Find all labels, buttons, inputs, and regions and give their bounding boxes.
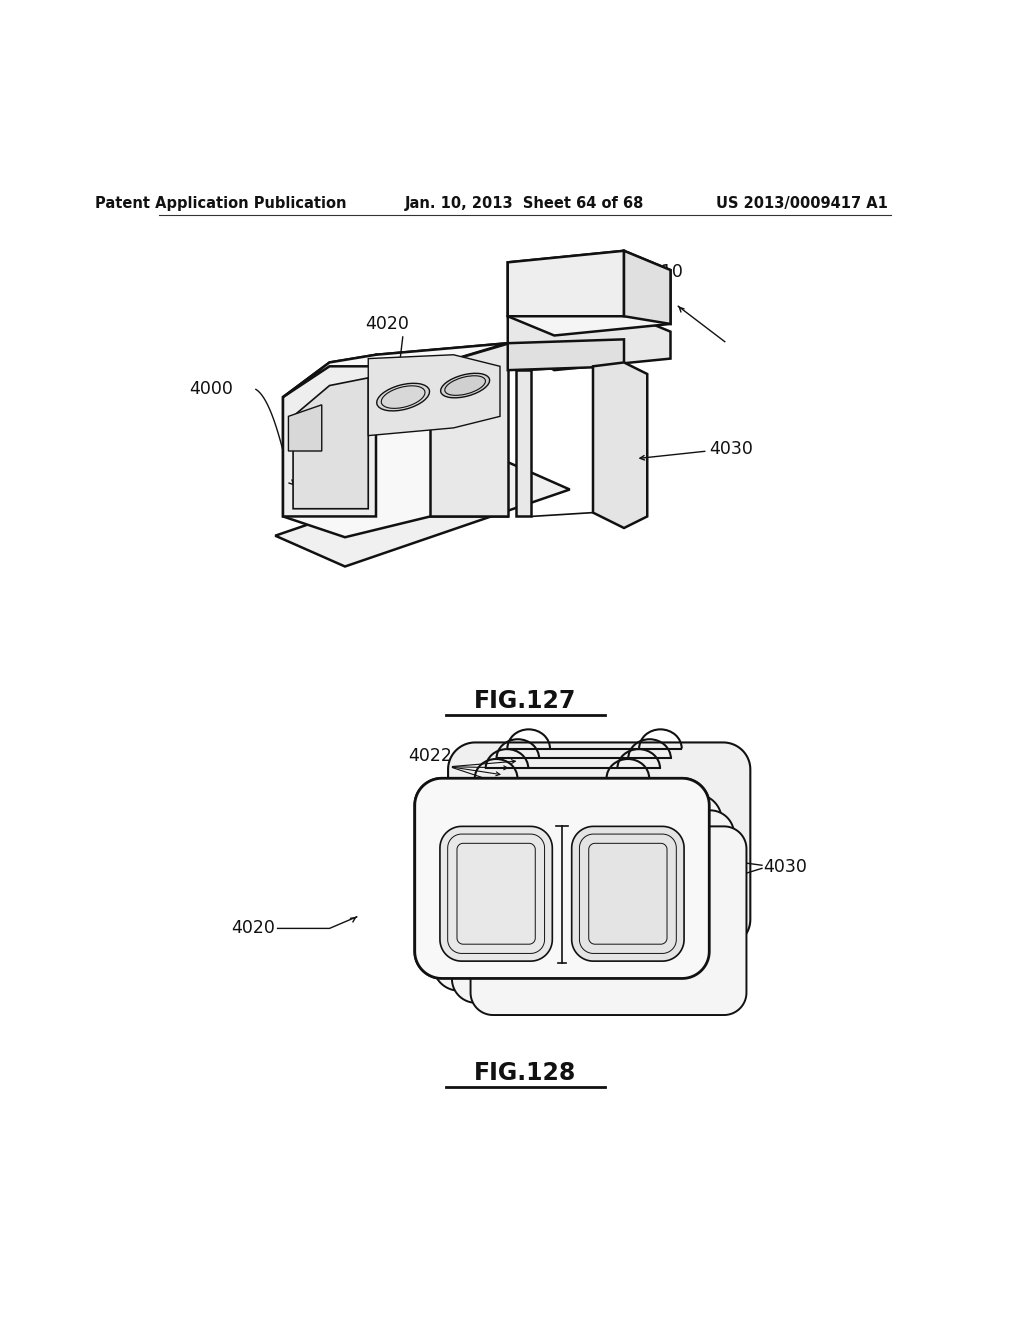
Text: FIG.128: FIG.128 xyxy=(474,1061,575,1085)
Polygon shape xyxy=(508,313,671,370)
Text: 4010: 4010 xyxy=(640,264,683,281)
Text: US 2013/0009417 A1: US 2013/0009417 A1 xyxy=(717,195,888,211)
Polygon shape xyxy=(275,459,569,566)
Polygon shape xyxy=(508,339,624,370)
Polygon shape xyxy=(430,343,508,516)
Polygon shape xyxy=(283,355,376,516)
Polygon shape xyxy=(415,779,710,978)
Polygon shape xyxy=(508,251,671,335)
Polygon shape xyxy=(293,378,369,508)
Polygon shape xyxy=(289,405,322,451)
Polygon shape xyxy=(508,251,624,317)
Text: 4000: 4000 xyxy=(188,380,232,399)
Polygon shape xyxy=(571,826,684,961)
Text: 4030: 4030 xyxy=(710,441,753,458)
Polygon shape xyxy=(440,826,552,961)
Polygon shape xyxy=(283,343,508,537)
Polygon shape xyxy=(515,370,531,516)
Polygon shape xyxy=(449,742,751,946)
Polygon shape xyxy=(283,343,508,397)
Text: Jan. 10, 2013  Sheet 64 of 68: Jan. 10, 2013 Sheet 64 of 68 xyxy=(406,195,644,211)
Polygon shape xyxy=(471,826,746,1015)
Text: 4030: 4030 xyxy=(764,858,807,875)
Text: 4020: 4020 xyxy=(231,920,275,937)
Text: FIG.127: FIG.127 xyxy=(474,689,575,713)
Text: 4020: 4020 xyxy=(366,315,410,333)
Polygon shape xyxy=(369,355,500,436)
Polygon shape xyxy=(624,251,671,323)
Text: Patent Application Publication: Patent Application Publication xyxy=(95,195,347,211)
Polygon shape xyxy=(452,810,734,1003)
Polygon shape xyxy=(593,363,647,528)
Polygon shape xyxy=(415,779,710,978)
Text: 4022: 4022 xyxy=(409,747,453,764)
Polygon shape xyxy=(433,795,722,990)
Ellipse shape xyxy=(377,383,429,411)
Ellipse shape xyxy=(440,374,489,397)
